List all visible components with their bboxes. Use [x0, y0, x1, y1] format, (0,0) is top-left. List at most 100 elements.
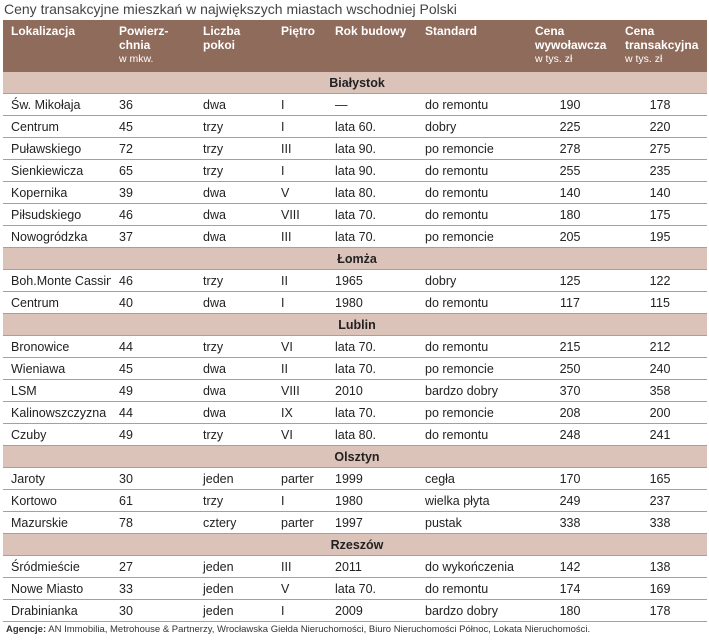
- cell: lata 80.: [327, 181, 417, 204]
- cell: 140: [527, 181, 617, 204]
- cell: lata 70.: [327, 203, 417, 226]
- cell: 225: [527, 115, 617, 138]
- cell: 248: [527, 423, 617, 446]
- cell: 338: [527, 511, 617, 534]
- data-row: Kortowo 61 trzy I 1980 wielka płyta 249 237: [3, 489, 707, 512]
- cell: 175: [617, 203, 707, 226]
- cell: 174: [527, 577, 617, 600]
- cell: 235: [617, 159, 707, 182]
- cell: lata 70.: [327, 357, 417, 380]
- cell: 180: [527, 599, 617, 622]
- data-row: Boh.Monte Cassino 46 trzy II 1965 dobry 125 122: [3, 269, 707, 292]
- cell: trzy: [195, 335, 273, 358]
- column-title: Rok budowy: [335, 24, 407, 38]
- cell: 205: [527, 225, 617, 248]
- column-header: Powierz-chnia w mkw.: [111, 20, 195, 72]
- column-header: Cena wywoławcza w tys. zł: [527, 20, 617, 72]
- cell: 115: [617, 291, 707, 314]
- cell: 49: [111, 379, 195, 402]
- column-title: Piętro: [281, 24, 316, 38]
- cell: trzy: [195, 489, 273, 512]
- cell: do remontu: [417, 203, 527, 226]
- section-city: Białystok: [3, 72, 707, 94]
- column-unit: w mkw.: [119, 53, 154, 65]
- section-row: Białystok: [3, 72, 707, 94]
- table-body: Białystok Św. Mikołaja 36 dwa I — do remontu 19…: [3, 72, 707, 622]
- section-city: Lublin: [3, 313, 707, 336]
- cell: do remontu: [417, 335, 527, 358]
- data-row: Puławskiego 72 trzy III lata 90. po remoncie 2…: [3, 137, 707, 160]
- cell: po remoncie: [417, 137, 527, 160]
- cell: 275: [617, 137, 707, 160]
- cell: 180: [527, 203, 617, 226]
- cell: dwa: [195, 203, 273, 226]
- cell: trzy: [195, 159, 273, 182]
- cell: Kopernika: [3, 181, 111, 204]
- cell: cegła: [417, 467, 527, 490]
- cell: 30: [111, 599, 195, 622]
- cell: 208: [527, 401, 617, 424]
- cell: Wieniawa: [3, 357, 111, 380]
- data-row: Drabinianka 30 jeden I 2009 bardzo dobry 180 17…: [3, 599, 707, 622]
- cell: do remontu: [417, 159, 527, 182]
- section-row: Olsztyn: [3, 445, 707, 468]
- header-row: Lokalizacja Powierz-chnia w mkw. Liczba pok…: [3, 20, 707, 72]
- cell: lata 70.: [327, 225, 417, 248]
- data-row: Bronowice 44 trzy VI lata 70. do remontu 215 21…: [3, 335, 707, 358]
- cell: Nowe Miasto: [3, 577, 111, 600]
- cell: I: [273, 291, 327, 314]
- cell: 125: [527, 269, 617, 292]
- cell: dwa: [195, 291, 273, 314]
- cell: Centrum: [3, 291, 111, 314]
- cell: 200: [617, 401, 707, 424]
- cell: 45: [111, 357, 195, 380]
- data-row: Nowogródzka 37 dwa III lata 70. po remoncie 20…: [3, 225, 707, 248]
- cell: 46: [111, 203, 195, 226]
- cell: dwa: [195, 181, 273, 204]
- cell: trzy: [195, 115, 273, 138]
- cell: Śródmieście: [3, 555, 111, 578]
- cell: dwa: [195, 357, 273, 380]
- cell: 250: [527, 357, 617, 380]
- cell: Czuby: [3, 423, 111, 446]
- cell: 169: [617, 577, 707, 600]
- cell: VIII: [273, 379, 327, 402]
- cell: lata 70.: [327, 335, 417, 358]
- cell: 249: [527, 489, 617, 512]
- cell: Puławskiego: [3, 137, 111, 160]
- column-header: Standard: [417, 20, 527, 72]
- footer-label: Agencje:: [6, 624, 47, 635]
- cell: do remontu: [417, 577, 527, 600]
- cell: bardzo dobry: [417, 599, 527, 622]
- section-row: Łomża: [3, 247, 707, 270]
- cell: 2011: [327, 555, 417, 578]
- cell: parter: [273, 467, 327, 490]
- data-row: Piłsudskiego 46 dwa VIII lata 70. do remontu 1…: [3, 203, 707, 226]
- column-header: Cena transakcyjna w tys. zł: [617, 20, 707, 72]
- cell: jeden: [195, 599, 273, 622]
- cell: 358: [617, 379, 707, 402]
- cell: 65: [111, 159, 195, 182]
- cell: lata 80.: [327, 423, 417, 446]
- cell: III: [273, 137, 327, 160]
- cell: —: [327, 93, 417, 116]
- cell: Mazurskie: [3, 511, 111, 534]
- section-row: Lublin: [3, 313, 707, 336]
- column-header: Liczba pokoi: [195, 20, 273, 72]
- section-row: Rzeszów: [3, 533, 707, 556]
- cell: I: [273, 159, 327, 182]
- title: Ceny transakcyjne mieszkań w największyc…: [4, 1, 457, 17]
- cell: 2009: [327, 599, 417, 622]
- cell: po remoncie: [417, 401, 527, 424]
- cell: Sienkiewicza: [3, 159, 111, 182]
- data-row: Śródmieście 27 jeden III 2011 do wykończenia 1…: [3, 555, 707, 578]
- cell: 37: [111, 225, 195, 248]
- cell: 215: [527, 335, 617, 358]
- cell: II: [273, 269, 327, 292]
- column-title: Standard: [425, 24, 478, 38]
- cell: 78: [111, 511, 195, 534]
- cell: II: [273, 357, 327, 380]
- column-unit: w tys. zł: [535, 53, 573, 65]
- column-title: Liczba pokoi: [203, 24, 241, 52]
